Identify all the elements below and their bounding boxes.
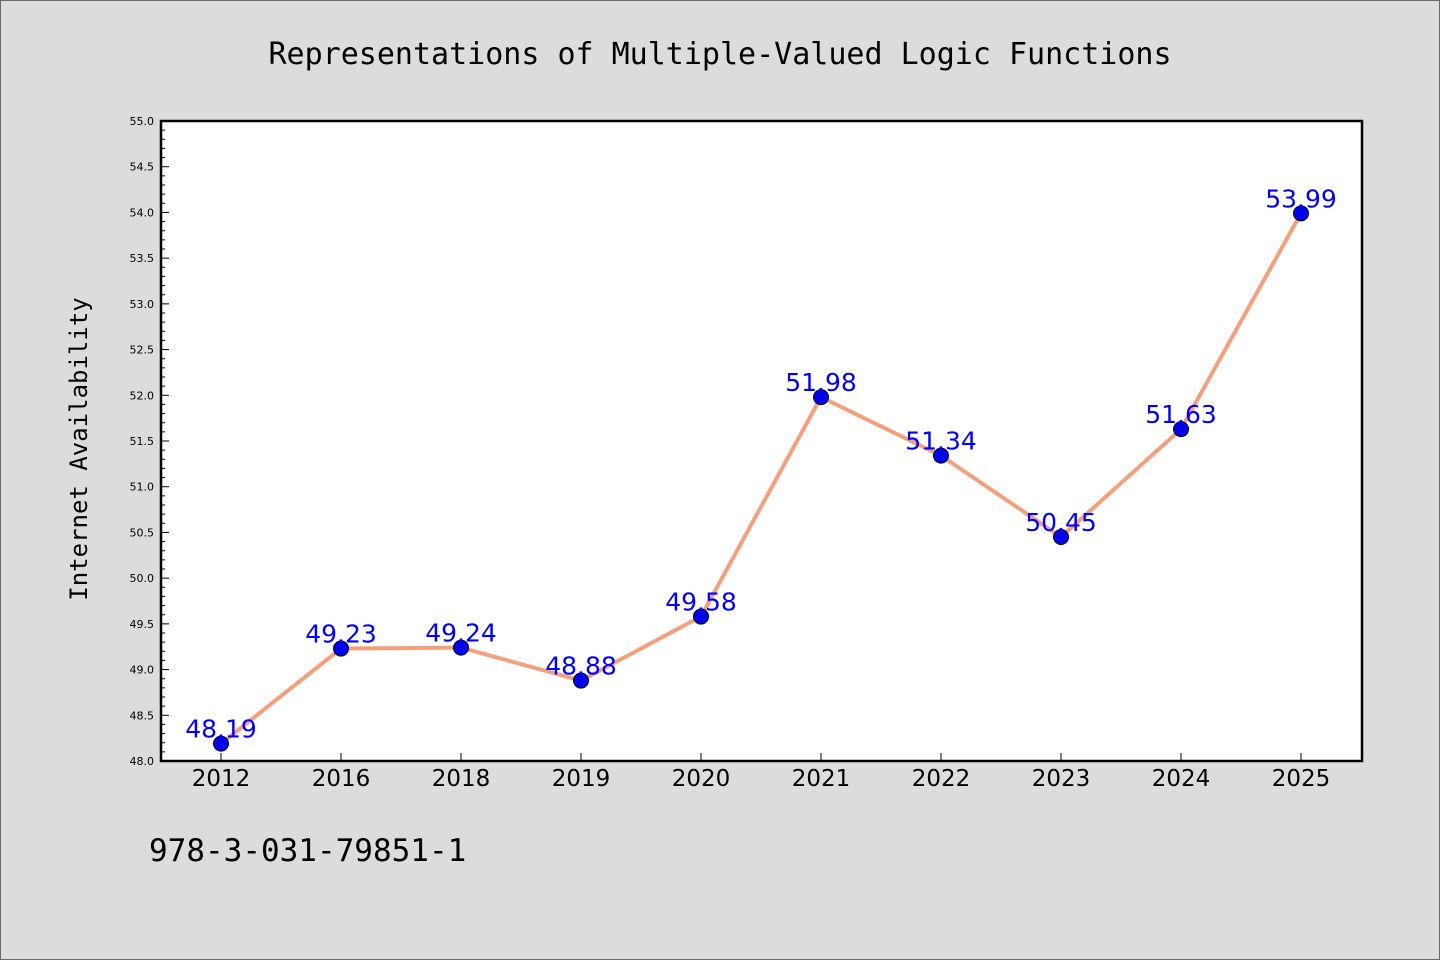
x-tick-label: 2024 bbox=[1152, 766, 1211, 792]
data-point bbox=[1293, 205, 1309, 222]
data-point bbox=[333, 640, 349, 657]
y-tick-label: 52.0 bbox=[130, 389, 155, 402]
y-tick-label: 52.5 bbox=[130, 344, 155, 357]
chart-title: Representations of Multiple-Valued Logic… bbox=[268, 37, 1171, 72]
data-point bbox=[573, 672, 589, 689]
data-label: 50.45 bbox=[1025, 508, 1097, 537]
data-label: 49.23 bbox=[305, 620, 377, 649]
y-tick-label: 50.0 bbox=[130, 572, 155, 585]
isbn-footer: 978-3-031-79851-1 bbox=[149, 833, 467, 869]
y-tick-label: 55.0 bbox=[130, 115, 155, 128]
x-axis: 2012 2016 2018 2019 2020 2021 2022 2023 2024 2025 bbox=[192, 753, 1331, 792]
x-tick-label: 2025 bbox=[1272, 766, 1331, 792]
data-label: 49.24 bbox=[425, 619, 497, 648]
x-tick-label: 2023 bbox=[1032, 766, 1091, 792]
x-tick-label: 2018 bbox=[432, 766, 491, 792]
data-label: 53.99 bbox=[1265, 184, 1337, 213]
y-axis: 48.0 48.5 49.0 49.5 50.0 50.5 51.0 51.5 52.0 52.5… bbox=[130, 115, 169, 768]
series-line bbox=[219, 211, 1303, 746]
data-point bbox=[1173, 421, 1189, 438]
x-tick-label: 2016 bbox=[312, 766, 371, 792]
plot-area bbox=[161, 121, 1362, 761]
series-layer bbox=[213, 205, 1309, 752]
x-tick-label: 2022 bbox=[912, 766, 971, 792]
plot-frame bbox=[159, 119, 1364, 763]
y-tick-label: 54.0 bbox=[130, 206, 155, 219]
data-label: 51.34 bbox=[905, 427, 977, 456]
y-tick-label: 49.0 bbox=[130, 664, 155, 677]
data-label: 49.58 bbox=[665, 588, 737, 617]
data-label: 48.19 bbox=[185, 715, 257, 744]
data-point bbox=[213, 735, 229, 752]
data-point bbox=[933, 447, 949, 464]
x-tick-label: 2012 bbox=[192, 766, 251, 792]
y-tick-label: 54.5 bbox=[130, 161, 155, 174]
x-tick-label: 2019 bbox=[552, 766, 611, 792]
data-point bbox=[453, 639, 469, 656]
y-tick-label: 48.5 bbox=[130, 709, 155, 722]
y-tick-label: 53.5 bbox=[130, 252, 155, 265]
x-tick-label: 2021 bbox=[792, 766, 851, 792]
y-axis-label: Internet Availability bbox=[65, 297, 93, 600]
data-point bbox=[1053, 529, 1069, 545]
data-labels: 48.19 49.23 49.24 48.88 49.58 51.98 51.34 50.45… bbox=[185, 184, 1337, 743]
data-point bbox=[693, 608, 709, 625]
data-point bbox=[813, 389, 829, 406]
data-label: 48.88 bbox=[545, 652, 617, 681]
y-tick-label: 51.0 bbox=[130, 481, 155, 494]
y-tick-label: 53.0 bbox=[130, 298, 155, 311]
y-tick-label: 51.5 bbox=[130, 435, 155, 448]
y-tick-label: 49.5 bbox=[130, 618, 155, 631]
x-tick-label: 2020 bbox=[672, 766, 731, 792]
y-tick-label: 50.5 bbox=[130, 526, 155, 539]
data-label: 51.98 bbox=[785, 368, 857, 397]
data-label: 51.63 bbox=[1145, 400, 1217, 429]
y-tick-label: 48.0 bbox=[130, 755, 155, 768]
